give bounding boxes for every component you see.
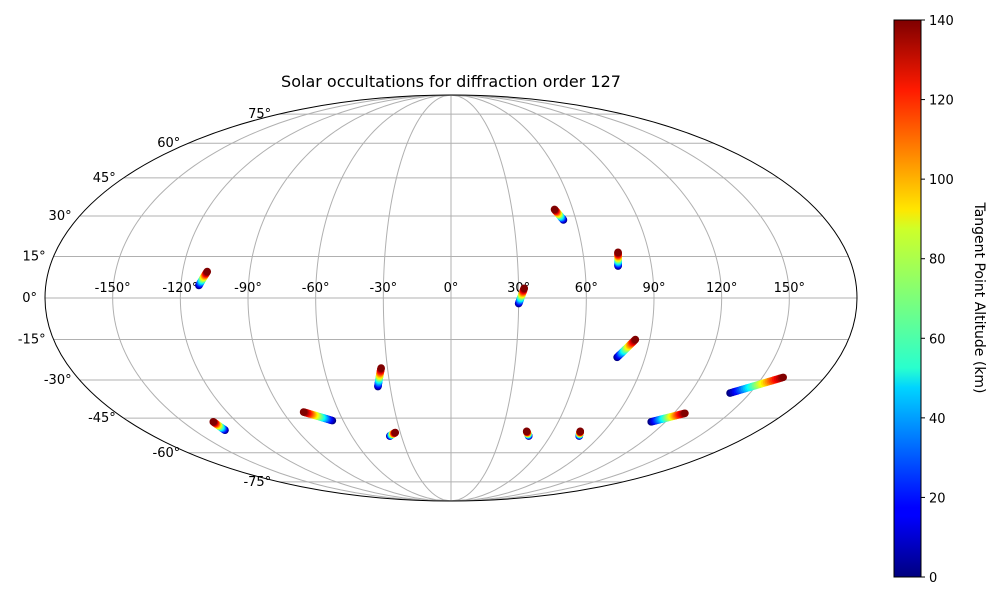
latitude-tick-label: -75° [243,475,271,490]
longitude-gridline [179,94,452,502]
longitude-tick-label: 120° [706,281,737,296]
occultation-track [647,409,689,426]
occultation-track [514,284,529,308]
latitude-tick-label: -30° [44,373,72,388]
longitude-gridline [247,94,452,502]
longitude-tick-label: 60° [575,281,598,296]
longitude-tick-label: -120° [162,281,198,296]
longitude-tick-label: 90° [642,281,665,296]
occultation-point [520,284,529,293]
mollweide-map: Solar occultations for diffraction order… [18,72,858,502]
longitude-gridline [450,94,587,502]
occultation-track [550,205,568,224]
latitude-tick-label: 75° [248,107,271,122]
longitude-tick-label: -60° [302,281,330,296]
colorbar: 0 20 40 60 80 100 120 140 Tangent Point Altitud… [893,14,987,586]
colorbar-tick-label: 60 [929,332,946,347]
occultation-points [195,205,787,440]
occultation-track [575,427,585,440]
map-outline [44,94,858,502]
occultation-point [576,427,585,436]
occultation-point [681,409,689,418]
latitude-tick-label: 0° [22,291,37,306]
longitude-tick-label: 0° [444,281,459,296]
latitude-tick-label: 60° [157,136,180,151]
longitude-gridline [315,94,452,502]
colorbar-tick-label: 140 [929,14,954,29]
occultation-point [779,373,787,382]
latitude-tick-label: -45° [88,411,116,426]
longitude-gridline [450,94,723,502]
latitude-tick-label: 45° [93,171,116,186]
occultation-point [550,205,559,214]
colorbar-tick-label: 100 [929,173,954,188]
latitude-tick-label: 30° [49,209,72,224]
occultation-track [726,373,787,397]
chart-title: Solar occultations for diffraction order… [281,72,621,91]
occultation-track [209,418,229,434]
occultation-track [614,248,622,270]
latitude-tick-label: 15° [23,249,46,264]
occultation-point [631,335,640,344]
longitude-gridline [450,94,790,502]
occultation-point [203,267,212,276]
occultation-point [377,364,385,372]
latitude-tick-labels: 75° 60° 45° 30° 15° 0° -15° -30° -45° -60° -75° [18,107,271,490]
occultation-point [299,408,308,416]
longitude-gridline [450,94,655,502]
colorbar-tick-label: 20 [929,491,946,506]
longitude-tick-label: -150° [95,281,131,296]
longitude-tick-label: 150° [774,281,805,296]
colorbar-label: Tangent Point Altitude (km) [971,201,987,393]
longitude-tick-label: -90° [234,281,262,296]
latitude-tick-label: -15° [18,333,46,348]
colorbar-tick-label: 120 [929,94,954,109]
occultation-track [299,408,337,425]
longitude-gridline [382,94,452,502]
occultation-point [209,418,218,426]
longitude-tick-label: -30° [369,281,397,296]
occultation-track [195,267,212,290]
colorbar-ticks: 0 20 40 60 80 100 120 140 [921,14,954,586]
longitude-gridline [112,94,452,502]
occultation-point [391,428,400,437]
longitude-tick-labels: -150° -120° -90° -60° -30° 0° 30° 60° 90° 120° 150… [95,281,805,296]
colorbar-tick-label: 40 [929,412,946,427]
latitude-tick-label: -60° [153,446,181,461]
graticule-grid [45,94,857,502]
occultation-point [522,427,531,436]
colorbar-tick-label: 80 [929,253,946,268]
occultation-track [613,335,640,362]
occultation-track [386,428,400,440]
occultation-track [522,427,533,440]
occultation-track [374,364,385,391]
colorbar-gradient [893,19,922,578]
colorbar-tick-label: 0 [929,571,937,586]
occultation-point [614,248,622,257]
